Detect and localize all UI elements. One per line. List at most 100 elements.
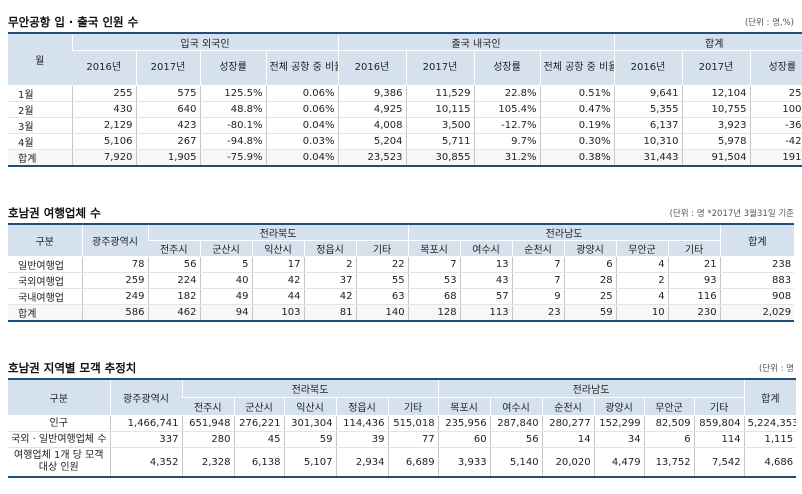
table-cell: 2,934	[335, 447, 388, 478]
city-header: 순천시	[541, 397, 595, 416]
table-cell: 6,689	[387, 447, 439, 478]
table-cell: 3,500	[405, 117, 474, 134]
table-cell: 23	[511, 304, 565, 322]
subheader-cell: 2017년	[135, 50, 200, 86]
table-cell: 42	[303, 288, 356, 305]
table-cell: 230	[667, 304, 721, 322]
table-cell: 337	[109, 431, 182, 448]
category-header: 구분	[8, 224, 82, 257]
table-cell: 280,277	[541, 415, 595, 432]
table-cell: 6	[563, 256, 617, 273]
group-header-total: 합계	[613, 33, 802, 51]
jeonbuk-header: 전라북도	[147, 224, 409, 241]
table-cell: 423	[135, 117, 200, 134]
gwangju-header: 광주광역시	[109, 379, 182, 416]
customer-estimate-title: 호남권 지역별 모객 추정치	[8, 361, 137, 375]
table-row: 합계 586 462 94 103 81 140 128 113 23 59 10 230 2,029	[8, 304, 795, 322]
table-cell: 12,104	[681, 85, 750, 102]
table-row: 인구 1,466,741 651,948 276,221 301,304 114,436 5…	[8, 415, 797, 432]
table-cell: 515,018	[387, 415, 439, 432]
table-cell: 114	[693, 431, 745, 448]
table-cell: 7,920	[71, 149, 136, 167]
table-cell: 25	[563, 288, 617, 305]
jeonbuk-header: 전라북도	[181, 379, 439, 398]
table-cell: 0.47%	[539, 101, 614, 118]
table-cell: -36.1	[749, 117, 802, 134]
table-cell: 125.5%	[199, 85, 266, 102]
row-label: 여행업체 1개 당 모객 대상 인원	[8, 447, 110, 478]
table-cell: 105.4%	[473, 101, 540, 118]
table-cell: 94	[199, 304, 252, 322]
row-label: 합계	[8, 149, 72, 167]
table-cell: 6	[643, 431, 695, 448]
city-header: 여수시	[459, 240, 513, 257]
table-cell: 6,137	[613, 117, 682, 134]
city-header: 정읍시	[335, 397, 388, 416]
customer-estimate-table: 구분 광주광역시 전라북도 전라남도 합계 전주시 군산시 익산시 정읍시 기타 목포시 여…	[8, 378, 797, 478]
table-cell: 4,008	[337, 117, 406, 134]
table-cell: 40	[199, 272, 252, 289]
table-cell: 5	[199, 256, 252, 273]
city-header: 전주시	[182, 397, 234, 416]
table-cell: 0.03%	[265, 133, 338, 150]
table-cell: 103	[251, 304, 304, 322]
table-row: 국외 · 일반여행업체 수 337 280 45 59 39 77 60 56 14 34 6 114 1…	[8, 431, 797, 448]
table-cell: 0.51%	[539, 85, 614, 102]
table-cell: 13	[459, 256, 513, 273]
table-cell: 31.2%	[473, 149, 540, 167]
table-cell: 280	[181, 431, 234, 448]
customer-estimate-section: 호남권 지역별 모객 추정치 (단위 : 명 구분 광주광역시 전라북도 전라남…	[8, 360, 797, 490]
table-cell: 7	[511, 272, 565, 289]
group-header-inbound-foreigners: 입국 외국인	[71, 33, 338, 51]
table-cell: 575	[135, 85, 200, 102]
table-cell: -80.1%	[199, 117, 266, 134]
jeonnam-header: 전라남도	[407, 224, 721, 241]
table-cell: 586	[81, 304, 148, 322]
table-cell: 116	[667, 288, 721, 305]
city-header: 여수시	[489, 397, 543, 416]
customer-estimate-unit: (단위 : 명	[758, 364, 794, 374]
table-cell: 10,310	[613, 133, 682, 150]
row-label: 1월	[8, 85, 72, 102]
entry-exit-unit: (단위 : 명,%)	[744, 18, 794, 28]
table-cell: 60	[437, 431, 491, 448]
subheader-cell: 2016년	[72, 50, 136, 86]
table-cell: 21	[667, 256, 721, 273]
table-cell: 81	[303, 304, 356, 322]
city-header: 익산시	[251, 240, 304, 257]
table-cell: 14	[541, 431, 595, 448]
city-header: 기타	[667, 240, 721, 257]
table-cell: 0.06%	[265, 101, 338, 118]
table-cell: 4	[615, 288, 669, 305]
table-cell: 37	[303, 272, 356, 289]
table-cell: 22.8%	[473, 85, 540, 102]
row-label: 일반여행업	[8, 256, 82, 273]
table-cell: 1,466,741	[109, 415, 182, 432]
table-cell: 28	[563, 272, 617, 289]
table-cell: 140	[355, 304, 409, 322]
table-cell: 5,107	[283, 447, 336, 478]
table-cell: 57	[459, 288, 513, 305]
table-cell: 0.04%	[265, 117, 338, 134]
table-cell: 0.38%	[539, 149, 614, 167]
table-cell: 6,138	[233, 447, 284, 478]
city-header: 군산시	[233, 397, 284, 416]
table-cell: 4	[615, 256, 669, 273]
table-cell: 77	[387, 431, 439, 448]
table-row: 국내여행업 249 182 49 44 42 63 68 57 9 25 4 116 908	[8, 288, 795, 305]
subheader-cell: 성장률	[473, 50, 540, 86]
table-cell: 235,956	[437, 415, 491, 432]
table-cell: 22	[355, 256, 409, 273]
table-cell: 30,855	[405, 149, 474, 167]
city-header: 광양시	[563, 240, 617, 257]
table-cell: 0.06%	[265, 85, 338, 102]
subheader-cell: 2017년	[405, 50, 474, 86]
table-cell: 287,840	[489, 415, 543, 432]
table-cell: 3,933	[437, 447, 491, 478]
group-header-outbound-nationals: 출국 내국인	[337, 33, 614, 51]
table-cell: 48.8%	[199, 101, 266, 118]
table-row: 일반여행업 78 56 5 17 2 22 7 13 7 6 4 21 238	[8, 256, 795, 273]
table-cell: 63	[355, 288, 409, 305]
table-cell: 7	[407, 256, 461, 273]
city-header: 기타	[693, 397, 745, 416]
